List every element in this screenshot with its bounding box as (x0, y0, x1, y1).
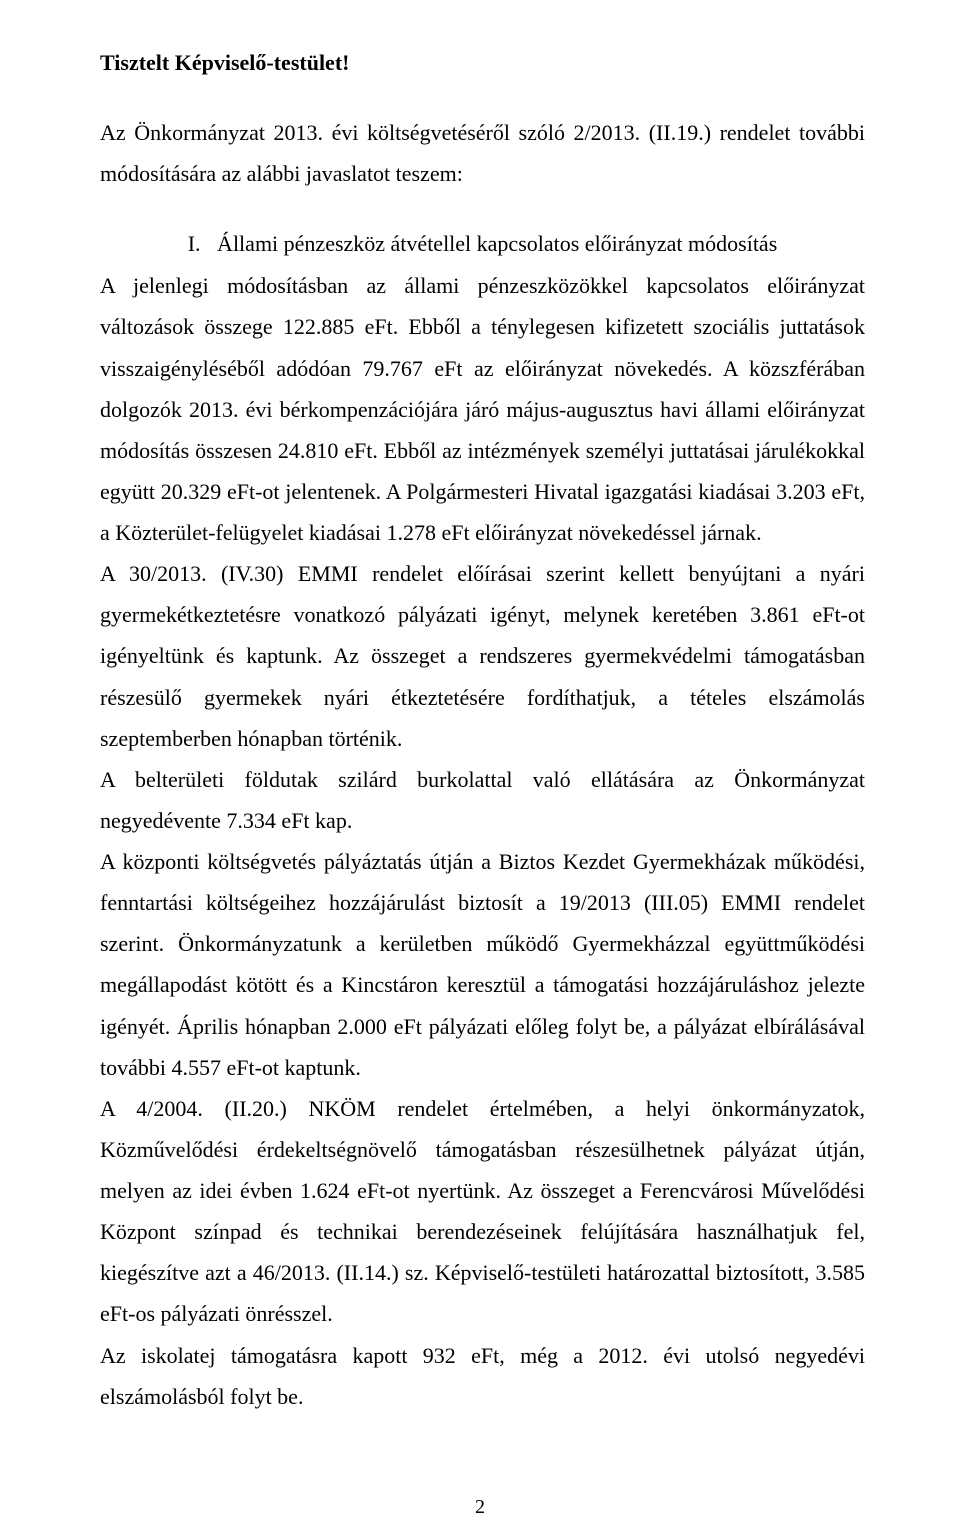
section-marker: I. Állami pénzeszköz átvétellel kapcsola… (100, 231, 865, 257)
page-number: 2 (0, 1496, 960, 1519)
document-page: Tisztelt Képviselő-testület! Az Önkormán… (0, 0, 960, 1537)
body-paragraph: Az iskolatej támogatásra kapott 932 eFt,… (100, 1335, 865, 1417)
salutation-heading: Tisztelt Képviselő-testület! (100, 48, 865, 78)
body-paragraph: A belterületi földutak szilárd burkolatt… (100, 759, 865, 841)
intro-paragraph: Az Önkormányzat 2013. évi költségvetésér… (100, 112, 865, 196)
body-paragraph: A 30/2013. (IV.30) EMMI rendelet előírás… (100, 553, 865, 759)
body-paragraph: A jelenlegi módosításban az állami pénze… (100, 265, 865, 553)
body-paragraph: A 4/2004. (II.20.) NKÖM rendelet értelmé… (100, 1088, 865, 1335)
body-paragraph: A központi költségvetés pályáztatás útjá… (100, 841, 865, 1088)
